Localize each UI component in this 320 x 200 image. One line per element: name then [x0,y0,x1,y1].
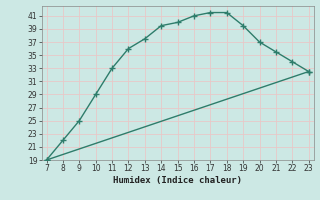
X-axis label: Humidex (Indice chaleur): Humidex (Indice chaleur) [113,176,242,185]
